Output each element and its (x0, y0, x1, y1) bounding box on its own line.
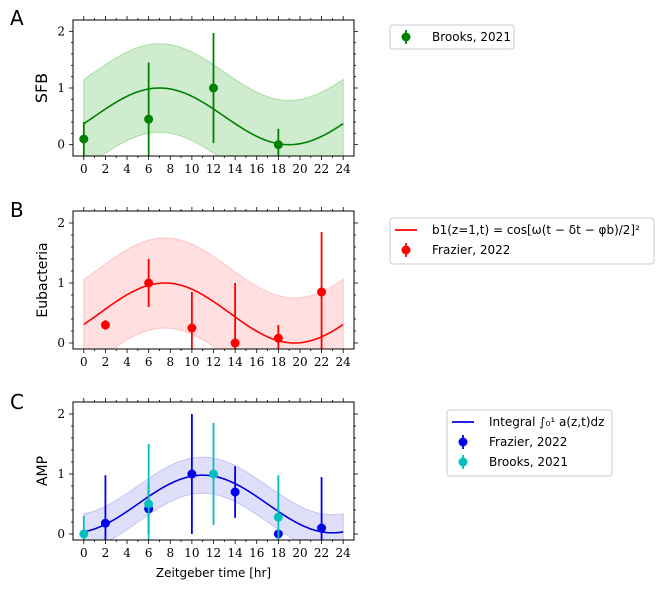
data-point (79, 529, 89, 539)
legend: Integral ∫₀¹ a(z,t)dz Frazier, 2022 Brooks… (446, 409, 613, 477)
data-point (209, 83, 218, 93)
legend-marker (401, 32, 411, 42)
y-tick-label: 2 (57, 24, 65, 38)
data-point (187, 469, 197, 479)
legend-label: Brooks, 2021 (489, 455, 568, 469)
x-tick-label: 6 (145, 355, 153, 369)
legend: Brooks, 2021 (389, 24, 515, 50)
legend-label: Frazier, 2022 (432, 243, 510, 257)
legend-frame (446, 409, 613, 477)
legend-label: Brooks, 2021 (432, 30, 511, 44)
data-point (100, 320, 110, 330)
x-tick-label: 16 (249, 162, 264, 176)
legend-marker (458, 437, 468, 447)
x-tick-label: 24 (336, 546, 352, 560)
x-tick-label: 10 (184, 162, 199, 176)
panel-label: A (10, 6, 24, 30)
x-tick-label: 14 (227, 162, 243, 176)
x-tick-label: 22 (314, 355, 329, 369)
x-tick-label: 20 (292, 546, 307, 560)
data-point (317, 287, 327, 297)
y-tick-label: 2 (57, 216, 65, 230)
x-tick-label: 16 (249, 355, 264, 369)
x-axis-label: Zeitgeber time [hr] (156, 566, 271, 580)
data-point (187, 323, 197, 333)
y-tick-label: 0 (57, 138, 65, 152)
y-tick-label: 0 (57, 527, 65, 541)
x-tick-label: 2 (102, 355, 110, 369)
x-tick-label: 8 (166, 162, 174, 176)
x-tick-label: 14 (227, 355, 243, 369)
data-point (230, 487, 240, 497)
data-point (209, 469, 218, 479)
x-tick-label: 4 (123, 162, 131, 176)
x-tick-label: 12 (206, 355, 221, 369)
data-point (144, 499, 154, 509)
data-point (273, 333, 283, 343)
y-tick-label: 1 (57, 81, 65, 95)
x-tick-label: 18 (271, 546, 286, 560)
data-point (230, 338, 240, 348)
panel-label: B (10, 198, 24, 222)
x-tick-label: 24 (336, 162, 352, 176)
model-curve (83, 282, 344, 344)
x-tick-label: 6 (145, 546, 153, 560)
x-tick-label: 16 (249, 546, 264, 560)
x-tick-label: 0 (80, 546, 88, 560)
x-tick-label: 0 (80, 355, 88, 369)
legend: b1(z=1,t) = cos[ω(t − δt − φb)/2]² Frazie… (389, 217, 655, 265)
x-tick-label: 10 (184, 546, 199, 560)
x-tick-label: 18 (271, 162, 286, 176)
data-point (100, 518, 110, 528)
legend-label: Integral ∫₀¹ a(z,t)dz (489, 415, 604, 429)
x-tick-label: 8 (166, 355, 174, 369)
data-point (273, 512, 283, 522)
legend-frame (389, 24, 515, 50)
data-point (317, 523, 327, 533)
x-tick-label: 4 (123, 546, 131, 560)
legend-marker (458, 457, 468, 467)
y-tick-label: 2 (57, 407, 65, 421)
data-point (144, 278, 154, 288)
y-tick-label: 0 (57, 336, 65, 350)
x-tick-label: 12 (206, 162, 221, 176)
panel-b: B0 2 4 6 8 10 12 14 16 18 20 22 24012Eubacteriab1(z=… (10, 198, 655, 369)
y-tick-label: 1 (57, 276, 65, 290)
x-tick-label: 10 (184, 355, 199, 369)
x-tick-label: 24 (336, 355, 352, 369)
data-point (144, 114, 154, 124)
legend-label: Frazier, 2022 (489, 435, 567, 449)
legend-label: b1(z=1,t) = cos[ω(t − δt − φb)/2]² (432, 223, 640, 237)
x-tick-label: 18 (271, 355, 286, 369)
x-tick-label: 20 (292, 355, 307, 369)
x-tick-label: 22 (314, 546, 329, 560)
x-tick-label: 12 (206, 546, 221, 560)
x-tick-label: 0 (80, 162, 88, 176)
x-tick-label: 2 (102, 546, 110, 560)
y-axis-label: SFB (32, 73, 51, 103)
x-tick-label: 8 (166, 546, 174, 560)
x-tick-label: 2 (102, 162, 110, 176)
x-tick-label: 6 (145, 162, 153, 176)
y-axis-label: AMP (35, 456, 51, 486)
panel-label: C (10, 390, 24, 414)
legend-frame (389, 217, 655, 265)
x-tick-label: 14 (227, 546, 243, 560)
data-point (273, 140, 283, 150)
x-tick-label: 20 (292, 162, 307, 176)
data-point (79, 134, 89, 144)
legend-marker (401, 245, 411, 255)
y-tick-label: 1 (57, 467, 65, 481)
x-tick-label: 4 (123, 355, 131, 369)
y-axis-label: Eubacteria (35, 242, 51, 317)
x-tick-label: 22 (314, 162, 329, 176)
